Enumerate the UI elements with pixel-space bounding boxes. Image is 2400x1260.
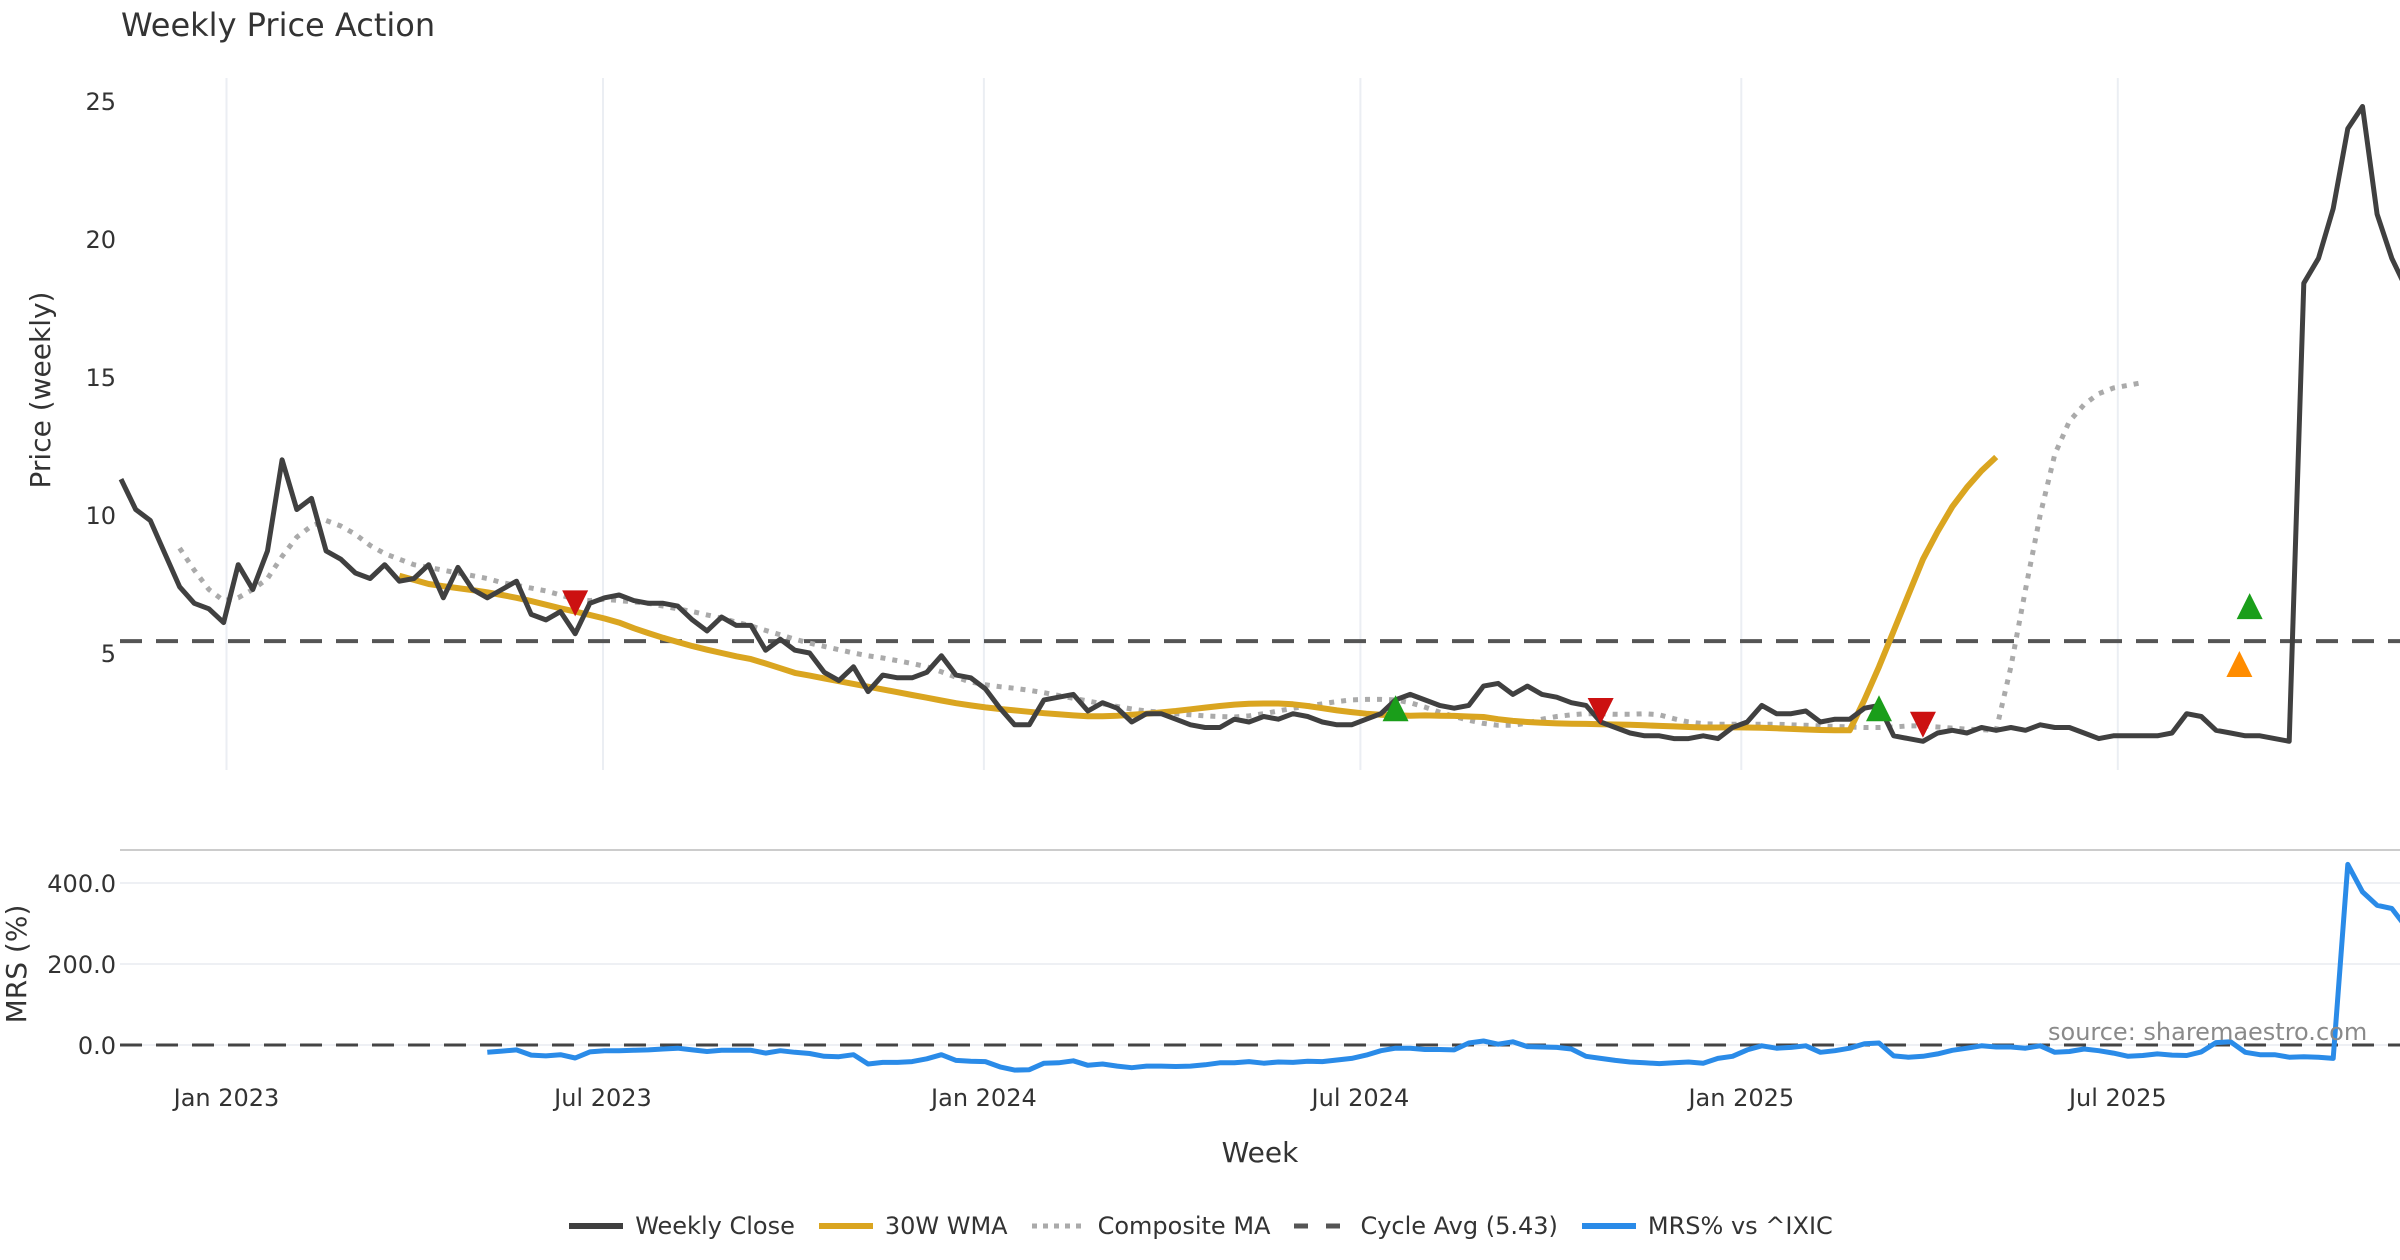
price-y-axis-label: Price (weekly) (24, 292, 57, 489)
price-y-tick-label: 10 (85, 502, 116, 530)
mrs-series (120, 861, 2400, 1073)
legend-item-30w-wma[interactable]: 30W WMA (817, 1212, 1008, 1240)
price-gridlines (225, 78, 2119, 770)
legend-label: 30W WMA (884, 1212, 1008, 1240)
signal-markers (562, 590, 2263, 738)
mrs-y-axis-label: MRS (%) (0, 905, 33, 1024)
chart-title: Weekly Price Action (121, 6, 436, 44)
sell-signal-marker (562, 590, 589, 617)
price-y-tick-label: 5 (101, 640, 116, 668)
series-weekly-close (118, 104, 2400, 744)
x-tick-label: Jan 2025 (1686, 1084, 1794, 1112)
buy-signal-marker (2236, 593, 2263, 620)
x-axis: Jan 2023 Jul 2023 Jan 2024 Jul 2024 Jan 2025… (172, 1084, 2167, 1112)
buy-signal-marker (1382, 695, 1409, 722)
x-tick-label: Jul 2025 (2067, 1084, 2167, 1112)
mrs-gridlines (120, 849, 2400, 1046)
mrs-y-tick-label: 200.0 (47, 951, 116, 979)
legend-item-weekly-close[interactable]: Weekly Close (567, 1212, 795, 1240)
legend-item-mrs-vs-ixic[interactable]: MRS% vs ^IXIC (1580, 1212, 1833, 1240)
legend-item-composite-ma[interactable]: Composite MA (1030, 1212, 1271, 1240)
mrs-y-axis: 0.0 200.0 400.0 (47, 870, 116, 1060)
price-y-tick-label: 15 (85, 364, 116, 392)
legend-swatch-icon (818, 1223, 873, 1229)
legend-label: Cycle Avg (5.43) (1360, 1212, 1558, 1240)
x-tick-label: Jul 2023 (552, 1084, 652, 1112)
x-axis-label: Week (1222, 1136, 1299, 1169)
buy-signal-marker (1866, 695, 1892, 722)
price-series (118, 104, 2400, 744)
source-note: source: sharemaestro.com (2048, 1018, 2368, 1046)
price-y-axis: 5 10 15 20 25 (85, 88, 116, 668)
price-y-tick-label: 25 (85, 88, 116, 116)
series-mrs-vs-ixic (487, 861, 2400, 1073)
x-tick-label: Jan 2024 (929, 1084, 1037, 1112)
series-composite-ma (177, 380, 2144, 733)
sell-signal-marker (1587, 697, 1614, 724)
x-tick-label: Jan 2023 (172, 1084, 280, 1112)
legend-swatch-icon (569, 1223, 624, 1229)
series-30w-wma (398, 454, 1999, 734)
mrs-y-tick-label: 400.0 (47, 870, 116, 898)
legend-label: Composite MA (1097, 1212, 1271, 1240)
sell-signal-marker (1909, 711, 1936, 738)
legend: Weekly Close 30W WMA Composite MA Cycle Avg… (0, 1212, 2400, 1240)
legend-swatch-icon (1031, 1223, 1086, 1229)
early-buy-signal-marker (2226, 651, 2253, 678)
legend-label: Weekly Close (635, 1212, 795, 1240)
legend-swatch-icon (1294, 1223, 1349, 1229)
price-y-tick-label: 20 (85, 226, 116, 254)
legend-swatch-icon (1581, 1223, 1636, 1229)
x-tick-label: Jul 2024 (1310, 1084, 1410, 1112)
mrs-y-tick-label: 0.0 (78, 1032, 116, 1060)
legend-label: MRS% vs ^IXIC (1647, 1212, 1833, 1240)
legend-item-cycle-avg-5-43-[interactable]: Cycle Avg (5.43) (1292, 1212, 1558, 1240)
